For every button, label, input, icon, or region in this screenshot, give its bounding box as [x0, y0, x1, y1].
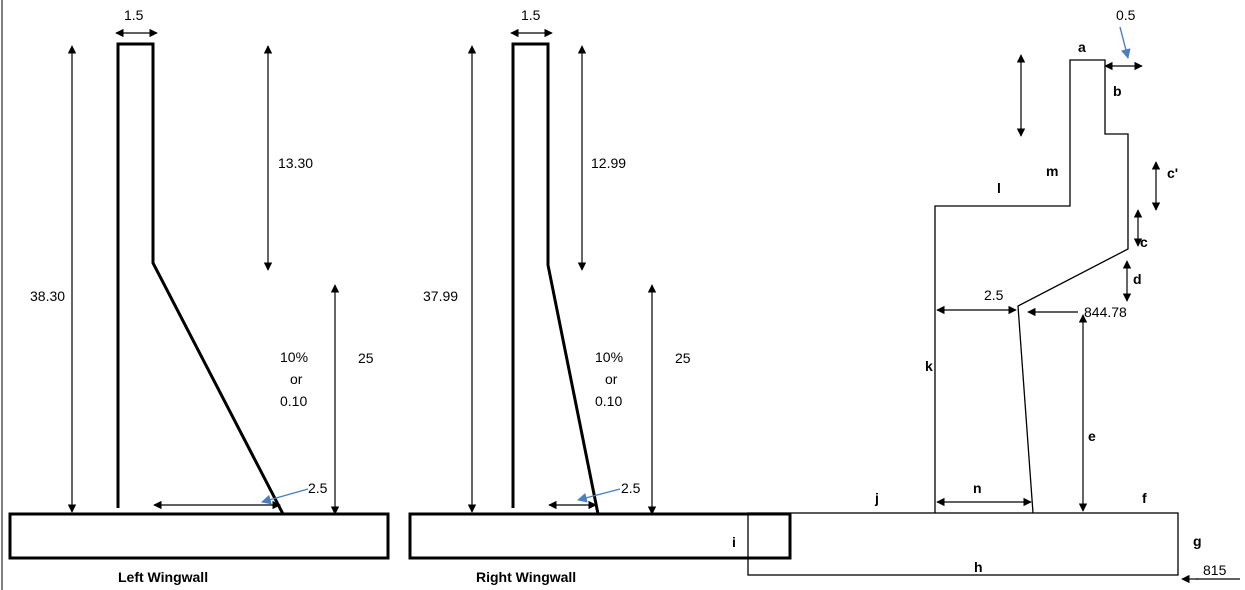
left-upper-height-label: 13.30 — [278, 155, 313, 171]
left-wingwall-caption: Left Wingwall — [118, 569, 208, 585]
label-e: e — [1088, 428, 1096, 444]
abutment-footing — [747, 512, 1179, 576]
right-toe-offset-label: 2.5 — [621, 480, 641, 496]
label-h: h — [974, 559, 983, 575]
abutment-section: 0.5 2.5 844.78 815 a b c' c d e f g h i — [732, 7, 1240, 584]
left-wall-outline — [116, 42, 285, 515]
left-batter-or: or — [290, 371, 303, 387]
label-f: f — [1142, 490, 1147, 506]
right-batter-decimal: 0.10 — [595, 393, 622, 409]
label-b: b — [1113, 83, 1122, 99]
right-footing — [408, 512, 792, 560]
right-lower-height-label: 25 — [675, 350, 691, 366]
label-n: n — [973, 480, 982, 496]
right-wingwall: 1.5 37.99 12.99 25 10% or 0.10 2.5 Right… — [408, 7, 792, 585]
right-toe-offset-pointer — [577, 488, 621, 503]
left-toe-offset-label: 2.5 — [308, 480, 328, 496]
label-i: i — [732, 534, 736, 550]
right-top-width-label: 1.5 — [521, 7, 541, 23]
left-lower-height-label: 25 — [358, 350, 374, 366]
top-offset-pointer — [1119, 26, 1131, 59]
right-wall-outline — [511, 42, 600, 515]
left-wingwall: 1.5 38.30 13.30 25 10% or 0.10 2.5 Left … — [8, 7, 390, 585]
right-upper-height-label: 12.99 — [591, 155, 626, 171]
right-batter-or: or — [605, 371, 618, 387]
label-c-prime: c' — [1167, 165, 1178, 181]
left-total-height-label: 38.30 — [30, 288, 65, 304]
label-c: c — [1140, 234, 1148, 250]
abutment-outline — [934, 59, 1129, 514]
label-g: g — [1193, 533, 1202, 549]
base-elevation-label: 815 — [1203, 562, 1227, 578]
left-toe-offset-pointer — [261, 488, 309, 505]
label-l: l — [997, 180, 1001, 196]
right-batter-percent: 10% — [595, 349, 623, 365]
top-offset-label: 0.5 — [1116, 7, 1136, 23]
left-footing — [8, 512, 390, 560]
left-top-width-label: 1.5 — [124, 7, 144, 23]
right-total-height-label: 37.99 — [423, 288, 458, 304]
label-a: a — [1078, 39, 1086, 55]
left-batter-decimal: 0.10 — [280, 393, 307, 409]
label-m: m — [1046, 163, 1058, 179]
label-j: j — [874, 490, 879, 506]
seat-width-label: 2.5 — [984, 287, 1004, 303]
right-wingwall-caption: Right Wingwall — [476, 569, 576, 585]
seat-elevation-label: 844.78 — [1084, 304, 1127, 320]
label-d: d — [1133, 271, 1142, 287]
left-batter-percent: 10% — [280, 349, 308, 365]
label-k: k — [925, 358, 933, 374]
